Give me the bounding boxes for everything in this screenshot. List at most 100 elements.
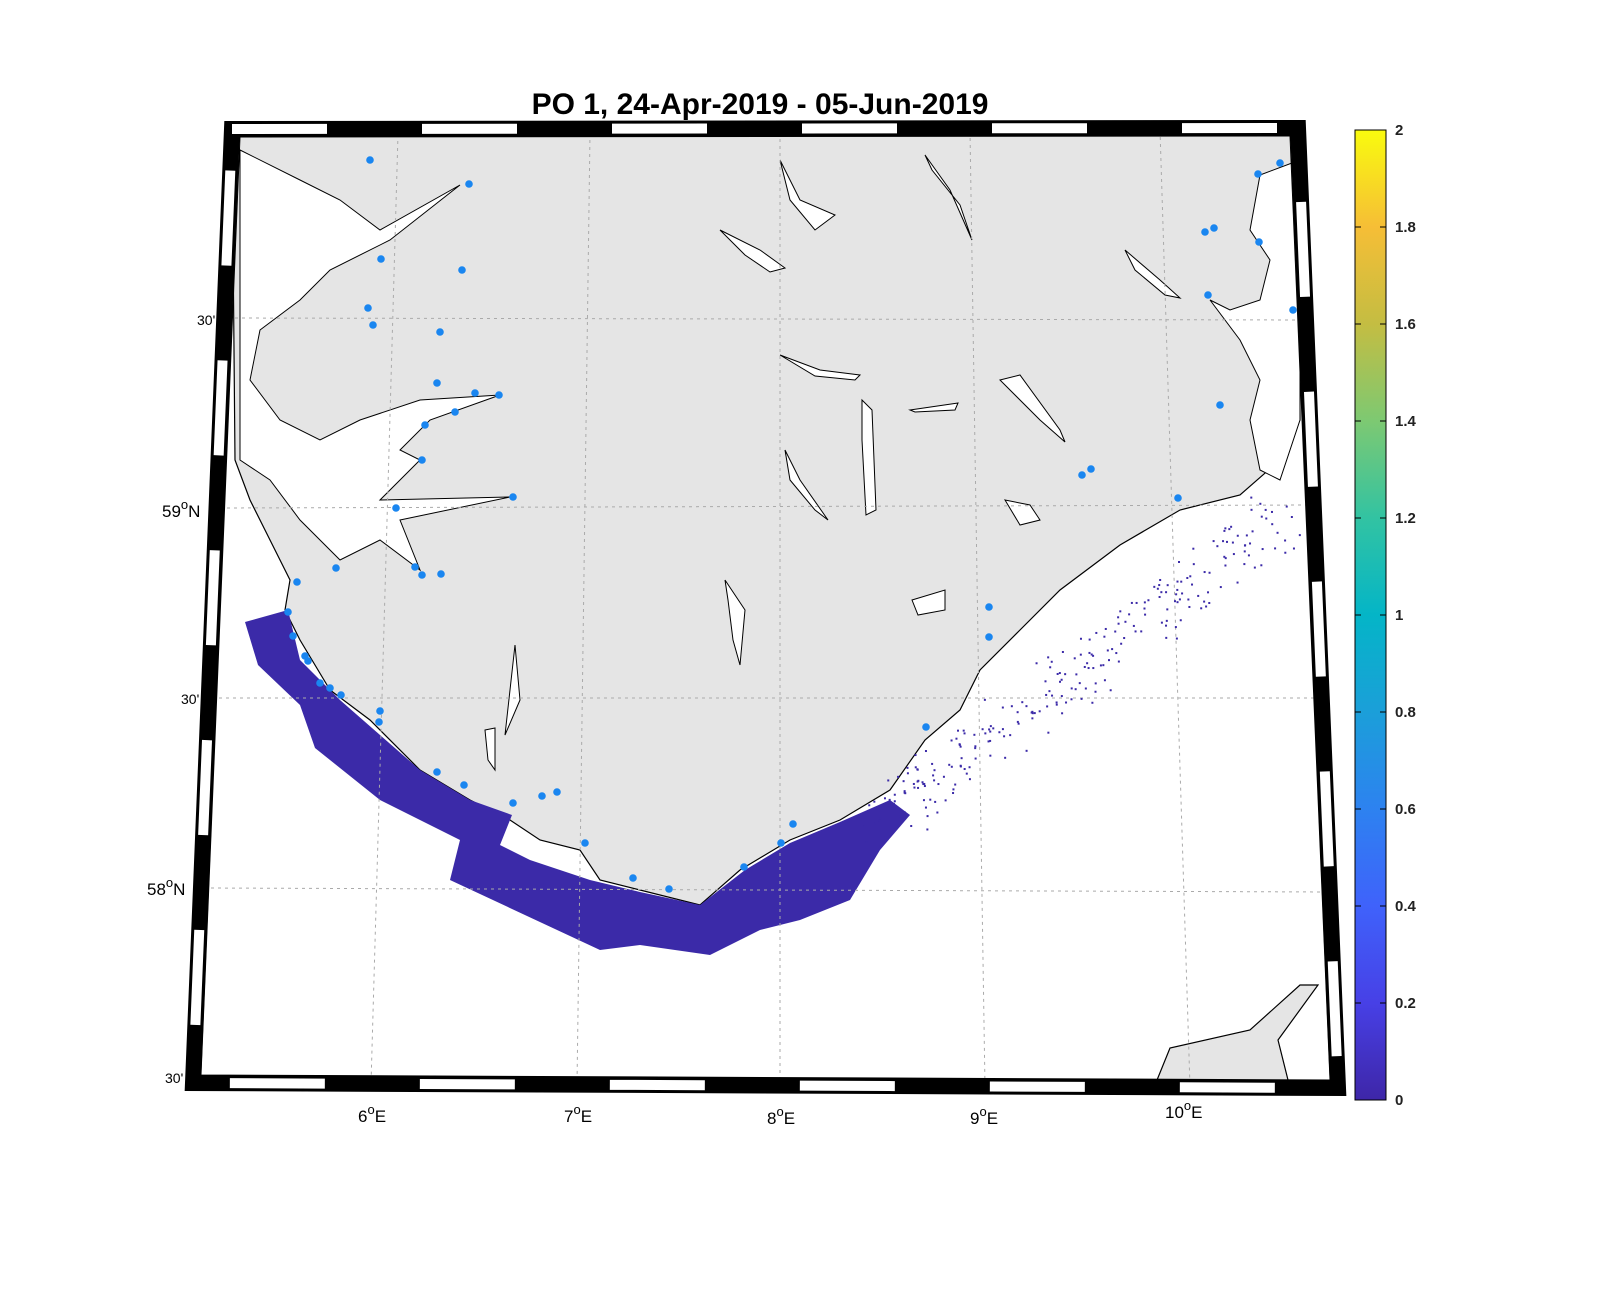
- model-point: [906, 766, 909, 769]
- model-point: [914, 766, 917, 769]
- model-point: [1058, 672, 1061, 675]
- model-point: [1009, 734, 1012, 737]
- model-point: [1060, 695, 1063, 698]
- colorbar-tick-label: 1.8: [1395, 219, 1416, 236]
- model-point: [987, 740, 990, 743]
- model-point: [1143, 607, 1146, 610]
- station-marker: [538, 792, 546, 800]
- lon-label-9e: 9oE: [970, 1104, 998, 1128]
- model-point: [1088, 651, 1091, 654]
- model-point: [1285, 505, 1288, 508]
- model-point: [917, 786, 920, 789]
- model-point: [888, 798, 891, 801]
- model-point: [1260, 564, 1263, 567]
- model-point: [1087, 667, 1090, 670]
- model-point: [1055, 703, 1058, 706]
- lake: [719, 229, 787, 273]
- model-point: [1219, 586, 1222, 589]
- station-marker: [377, 255, 385, 263]
- model-point: [992, 727, 995, 730]
- station-marker: [1174, 494, 1182, 502]
- model-point: [874, 822, 877, 825]
- model-point: [923, 785, 926, 788]
- model-point: [954, 783, 957, 786]
- model-point: [1061, 712, 1064, 715]
- model-point: [1004, 756, 1007, 759]
- model-point: [1049, 666, 1052, 669]
- model-point: [937, 783, 940, 786]
- model-point: [974, 747, 977, 750]
- model-point: [1124, 620, 1127, 623]
- model-point: [863, 825, 866, 828]
- model-point: [865, 841, 868, 844]
- model-point: [1166, 584, 1169, 587]
- model-point: [1250, 496, 1253, 499]
- model-point: [1292, 547, 1295, 550]
- model-point: [1047, 656, 1050, 659]
- model-point: [1135, 601, 1138, 604]
- model-point: [1038, 710, 1041, 713]
- station-marker: [437, 570, 445, 578]
- station-marker: [304, 657, 312, 665]
- model-point: [1061, 650, 1064, 653]
- model-point: [1166, 608, 1169, 611]
- model-point: [1106, 649, 1109, 652]
- model-point: [1064, 673, 1067, 676]
- station-marker: [411, 563, 419, 571]
- model-point: [1159, 578, 1162, 581]
- station-marker: [922, 723, 930, 731]
- model-point: [1192, 563, 1195, 566]
- model-point: [1274, 547, 1277, 550]
- lake: [924, 154, 973, 241]
- model-point: [1073, 657, 1076, 660]
- model-point: [1130, 601, 1133, 604]
- lake: [484, 727, 496, 772]
- colorbar-tick-label: 0.8: [1395, 704, 1416, 721]
- lat-label-59-30: 30': [197, 312, 215, 328]
- lat-label-58n: 58oN: [147, 875, 185, 899]
- model-point: [1223, 529, 1226, 532]
- model-point: [973, 733, 976, 736]
- model-point: [1174, 626, 1177, 629]
- model-point: [968, 766, 971, 769]
- model-point: [883, 797, 886, 800]
- model-point: [1165, 636, 1168, 639]
- model-point: [1001, 706, 1004, 709]
- station-marker: [332, 564, 340, 572]
- model-point: [1261, 548, 1264, 551]
- model-point: [1160, 591, 1163, 594]
- model-point: [1251, 530, 1254, 533]
- model-point: [1264, 508, 1267, 511]
- lat-label-59n: 59oN: [162, 497, 200, 521]
- model-point: [1084, 687, 1087, 690]
- model-point: [1070, 687, 1073, 690]
- model-point: [1253, 566, 1256, 569]
- model-point: [931, 762, 934, 765]
- model-point: [1225, 540, 1228, 543]
- station-marker: [495, 391, 503, 399]
- station-marker: [1201, 228, 1209, 236]
- model-point: [1259, 502, 1262, 505]
- model-point: [1103, 679, 1106, 682]
- model-point: [1104, 627, 1107, 630]
- model-point: [1065, 701, 1068, 704]
- model-point: [1021, 701, 1024, 704]
- model-point: [1228, 528, 1231, 531]
- model-point: [1200, 607, 1203, 610]
- model-point: [1143, 601, 1146, 604]
- model-point: [934, 800, 937, 803]
- model-point: [1178, 560, 1181, 563]
- model-point: [1025, 705, 1028, 708]
- model-point: [1114, 630, 1117, 633]
- model-point: [906, 772, 909, 775]
- model-point: [868, 804, 871, 807]
- model-point: [923, 782, 926, 785]
- model-point: [1017, 722, 1020, 725]
- station-marker: [436, 328, 444, 336]
- lake: [779, 159, 836, 231]
- model-point: [914, 754, 917, 757]
- model-point: [963, 768, 966, 771]
- model-point: [1010, 705, 1013, 708]
- model-point: [1140, 630, 1143, 633]
